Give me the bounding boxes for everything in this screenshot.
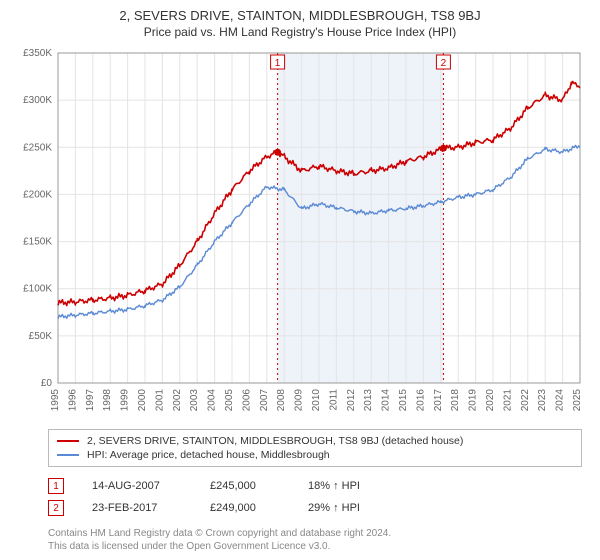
svg-text:1: 1 <box>275 58 281 69</box>
svg-text:£350K: £350K <box>23 48 52 59</box>
svg-text:1996: 1996 <box>67 389 78 412</box>
svg-text:2002: 2002 <box>172 389 183 412</box>
svg-text:2022: 2022 <box>520 389 531 412</box>
marker-badge: 1 <box>48 478 64 494</box>
chart-title: 2, SEVERS DRIVE, STAINTON, MIDDLESBROUGH… <box>10 8 590 23</box>
marker-badge: 2 <box>48 500 64 516</box>
marker-row: 1 14-AUG-2007 £245,000 18% ↑ HPI <box>48 475 582 497</box>
marker-table: 1 14-AUG-2007 £245,000 18% ↑ HPI 2 23-FE… <box>48 475 582 519</box>
svg-text:£200K: £200K <box>23 189 52 200</box>
svg-text:2016: 2016 <box>415 389 426 412</box>
svg-text:£50K: £50K <box>29 331 53 342</box>
marker-diff: 18% ↑ HPI <box>308 480 398 492</box>
svg-text:1997: 1997 <box>85 389 96 412</box>
svg-text:2018: 2018 <box>450 389 461 412</box>
svg-text:£250K: £250K <box>23 142 52 153</box>
legend-item: HPI: Average price, detached house, Midd… <box>57 448 573 462</box>
svg-text:2001: 2001 <box>154 389 165 412</box>
footer: Contains HM Land Registry data © Crown c… <box>48 527 582 553</box>
chart-subtitle: Price paid vs. HM Land Registry's House … <box>10 25 590 39</box>
marker-id: 1 <box>53 481 59 492</box>
marker-price: £245,000 <box>210 480 280 492</box>
svg-text:2012: 2012 <box>346 389 357 412</box>
legend-item: 2, SEVERS DRIVE, STAINTON, MIDDLESBROUGH… <box>57 434 573 448</box>
svg-text:2023: 2023 <box>537 389 548 412</box>
legend-label: HPI: Average price, detached house, Midd… <box>87 449 330 461</box>
marker-id: 2 <box>53 503 59 514</box>
svg-text:2008: 2008 <box>276 389 287 412</box>
svg-text:2004: 2004 <box>207 389 218 412</box>
svg-text:£0: £0 <box>41 378 53 389</box>
marker-diff: 29% ↑ HPI <box>308 502 398 514</box>
marker-date: 14-AUG-2007 <box>92 480 182 492</box>
footer-line: Contains HM Land Registry data © Crown c… <box>48 527 582 540</box>
marker-row: 2 23-FEB-2017 £249,000 29% ↑ HPI <box>48 497 582 519</box>
legend: 2, SEVERS DRIVE, STAINTON, MIDDLESBROUGH… <box>48 429 582 467</box>
svg-text:2007: 2007 <box>259 389 270 412</box>
marker-date: 23-FEB-2017 <box>92 502 182 514</box>
svg-text:2014: 2014 <box>381 389 392 412</box>
svg-text:2011: 2011 <box>328 389 339 411</box>
svg-text:2006: 2006 <box>241 389 252 412</box>
svg-text:2017: 2017 <box>433 389 444 412</box>
chart-container: 2, SEVERS DRIVE, STAINTON, MIDDLESBROUGH… <box>0 0 600 553</box>
svg-text:1999: 1999 <box>120 389 131 412</box>
svg-text:£100K: £100K <box>23 284 52 295</box>
svg-text:2003: 2003 <box>189 389 200 412</box>
svg-text:2021: 2021 <box>502 389 513 412</box>
marker-price: £249,000 <box>210 502 280 514</box>
legend-label: 2, SEVERS DRIVE, STAINTON, MIDDLESBROUGH… <box>87 435 463 447</box>
svg-text:2024: 2024 <box>555 389 566 412</box>
svg-text:£300K: £300K <box>23 95 52 106</box>
svg-text:2019: 2019 <box>468 389 479 412</box>
svg-text:£150K: £150K <box>23 237 52 248</box>
legend-swatch <box>57 454 79 456</box>
line-chart-svg: £0 £50K £100K £150K £200K £250K £300K £350K 1995… <box>10 43 590 423</box>
chart-area: £0 £50K £100K £150K £200K £250K £300K £350K 1995… <box>10 43 590 423</box>
svg-text:2000: 2000 <box>137 389 148 412</box>
svg-text:2013: 2013 <box>363 389 374 412</box>
svg-text:2020: 2020 <box>485 389 496 412</box>
svg-text:2025: 2025 <box>572 389 583 412</box>
svg-text:2: 2 <box>441 58 447 69</box>
titles: 2, SEVERS DRIVE, STAINTON, MIDDLESBROUGH… <box>0 0 600 43</box>
svg-text:2005: 2005 <box>224 389 235 412</box>
svg-text:1998: 1998 <box>102 389 113 412</box>
footer-line: This data is licensed under the Open Gov… <box>48 540 582 553</box>
svg-text:2010: 2010 <box>311 389 322 412</box>
svg-text:2015: 2015 <box>398 389 409 412</box>
svg-text:2009: 2009 <box>294 389 305 412</box>
legend-swatch <box>57 440 79 442</box>
svg-text:1995: 1995 <box>50 389 61 412</box>
